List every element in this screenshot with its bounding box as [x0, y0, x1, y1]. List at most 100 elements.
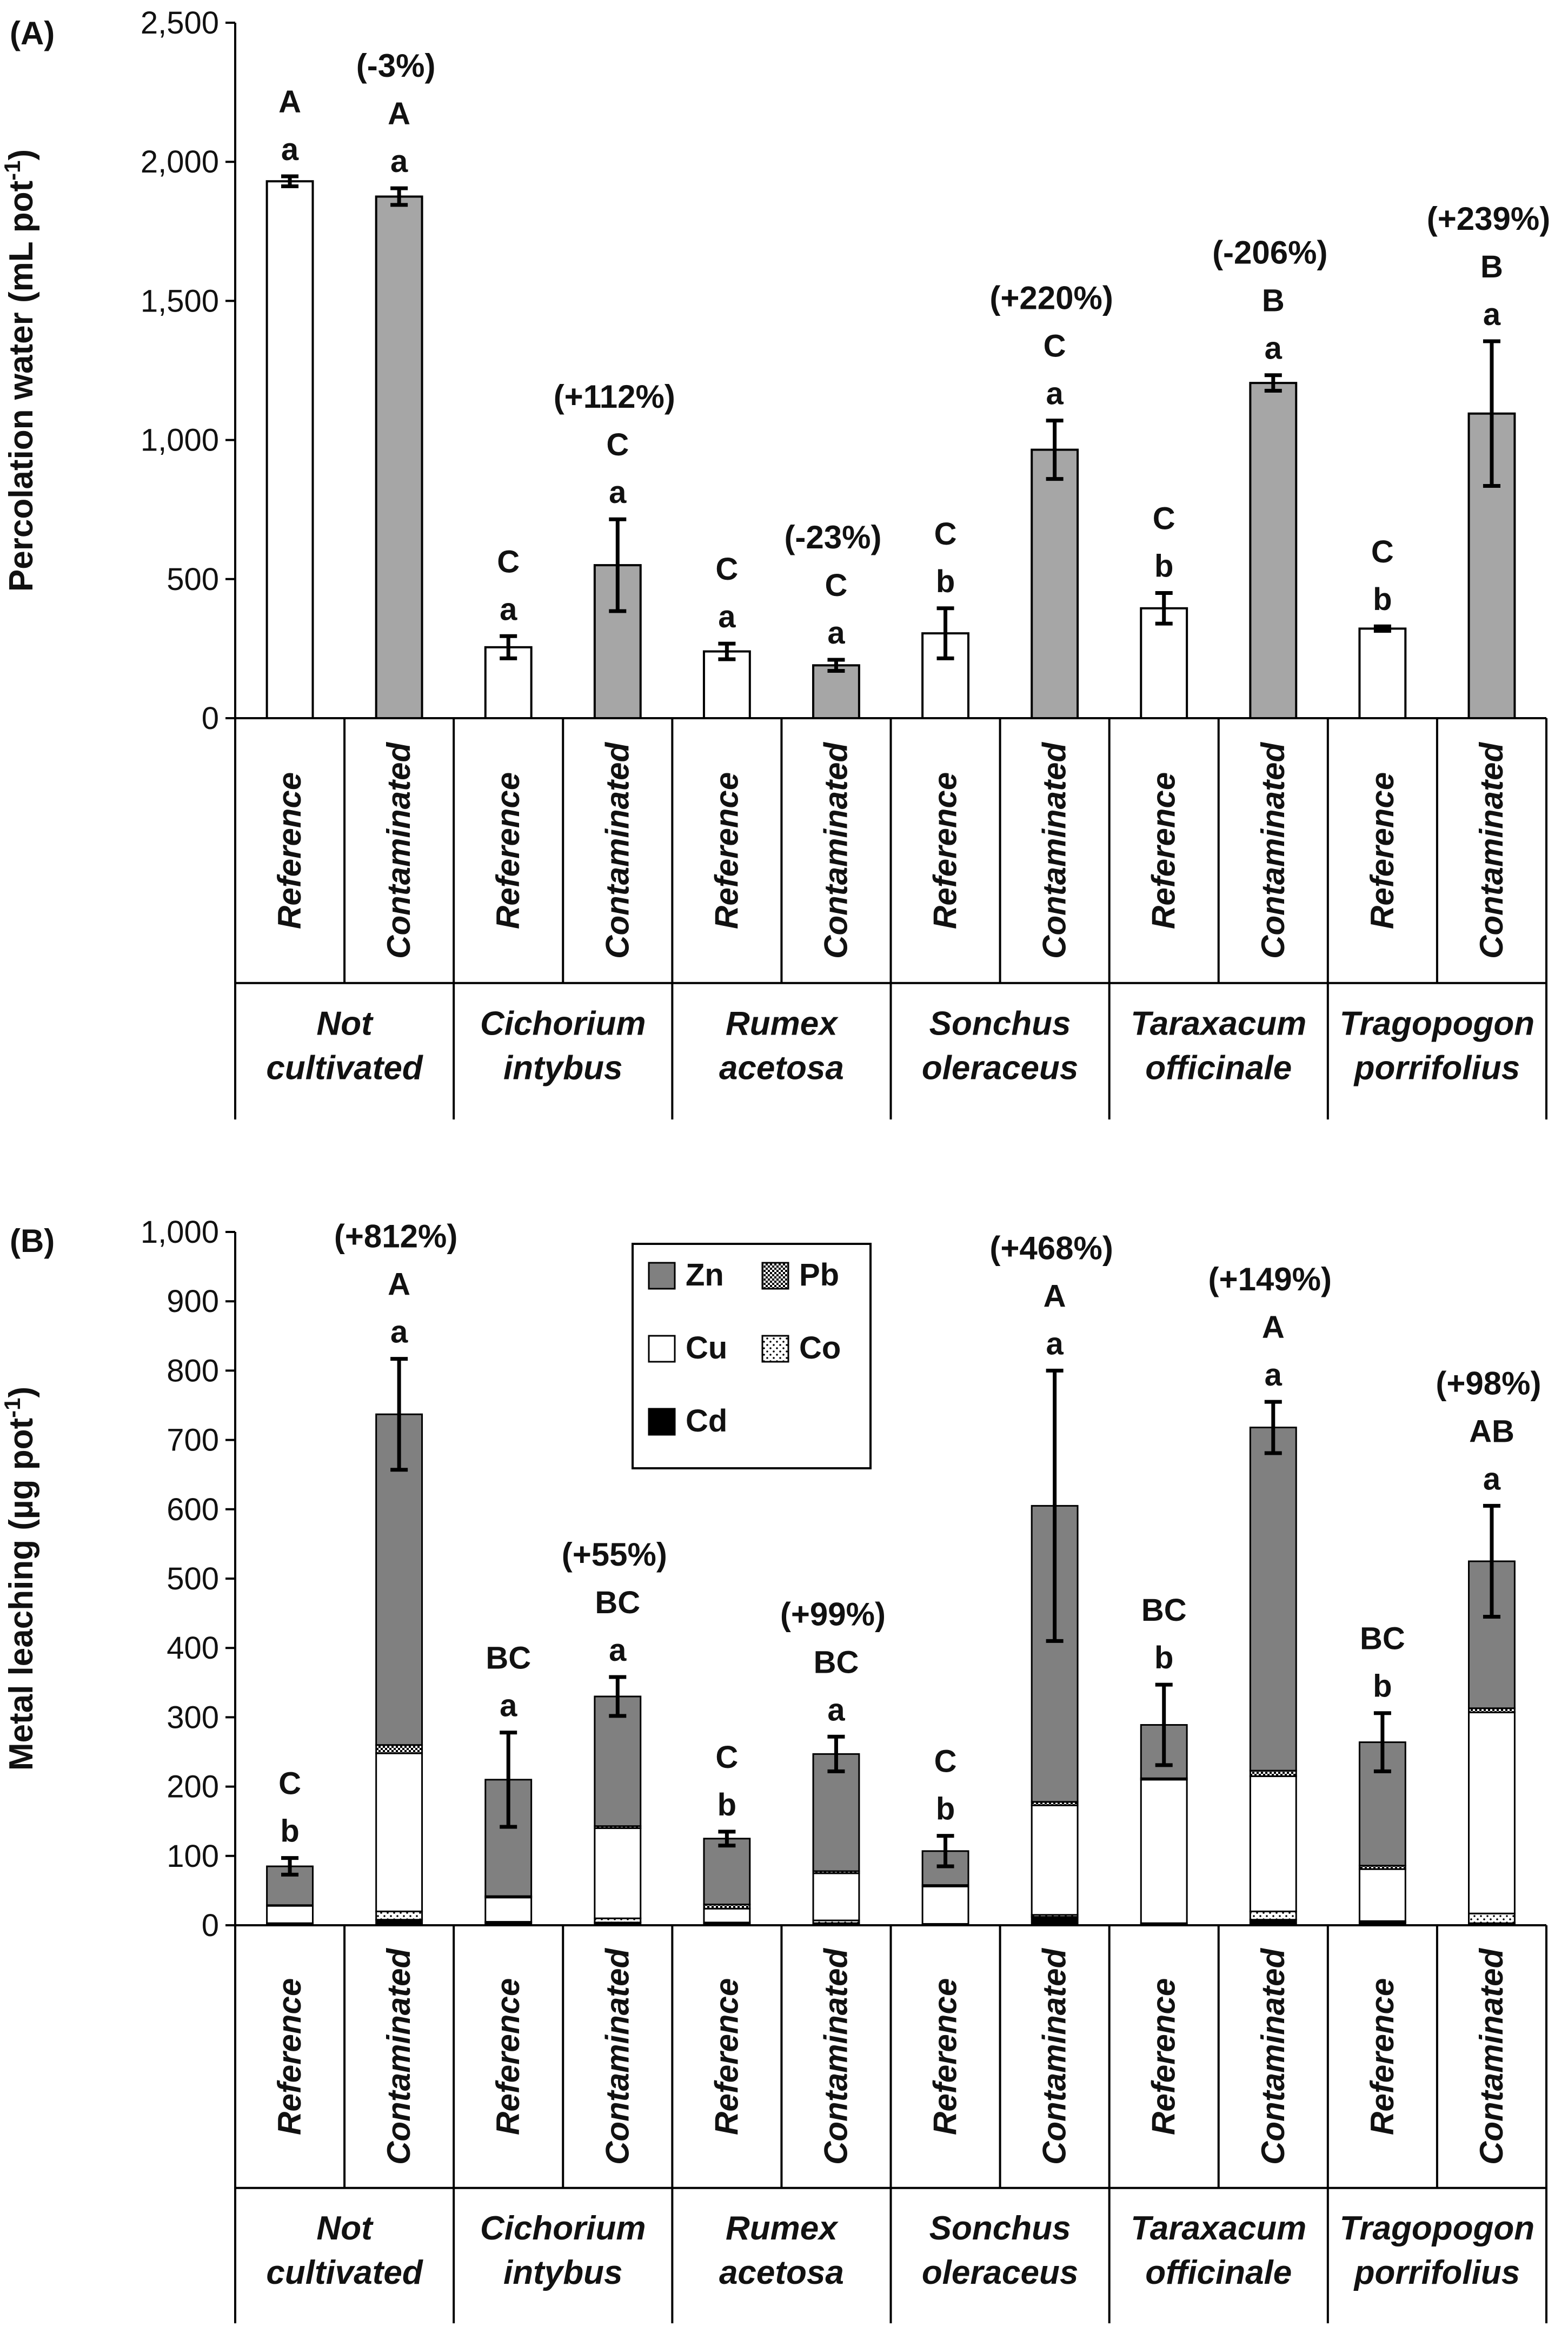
- significance-lower: a: [281, 132, 299, 167]
- percent-change: (+812%): [334, 1218, 457, 1255]
- treatment-label: Contaminated: [381, 1948, 417, 2165]
- bar: [1358, 627, 1407, 719]
- treatment-label: Contaminated: [818, 1948, 854, 2165]
- significance-upper: C: [715, 552, 738, 587]
- bar-segment: [1358, 1868, 1406, 1922]
- percent-change: (+220%): [989, 280, 1113, 316]
- bar-segment: [921, 1885, 969, 1925]
- group-label: porrifolius: [1353, 1050, 1520, 1087]
- panel-label: (B): [10, 1223, 55, 1259]
- group-label: Rumex: [726, 1005, 839, 1043]
- significance-lower: a: [1265, 331, 1283, 366]
- group-label: cultivated: [266, 2254, 423, 2291]
- group-label: acetosa: [719, 1050, 844, 1087]
- treatment-label: Reference: [490, 772, 526, 929]
- significance-lower: a: [1483, 1461, 1501, 1496]
- bar-segment: [703, 1838, 751, 1906]
- significance-upper: C: [825, 568, 848, 603]
- group-label: officinale: [1145, 1050, 1292, 1087]
- legend-label: Co: [799, 1330, 841, 1366]
- legend-swatch: [761, 1262, 789, 1290]
- significance-upper: C: [278, 1766, 301, 1801]
- treatment-label: Reference: [1146, 1978, 1182, 2135]
- percent-change: (+468%): [989, 1230, 1113, 1266]
- legend-label: Pb: [799, 1257, 839, 1293]
- group-label: Tragopogon: [1340, 1005, 1534, 1043]
- significance-upper: C: [715, 1740, 738, 1775]
- group-label: Cichorium: [480, 1005, 646, 1043]
- bar-segment: [594, 1695, 642, 1827]
- significance-lower: b: [1373, 582, 1392, 617]
- bar-segment: [375, 1910, 423, 1921]
- significance-upper: C: [1044, 329, 1066, 364]
- significance-upper: BC: [814, 1645, 859, 1680]
- significance-lower: a: [390, 1315, 408, 1350]
- significance-lower: a: [1265, 1357, 1283, 1393]
- group-label: oleraceus: [922, 1050, 1079, 1087]
- group-label: intybus: [503, 1050, 622, 1087]
- bar-segment: [1031, 1916, 1079, 1926]
- bar-segment: [812, 1753, 860, 1872]
- bar-segment: [375, 1752, 423, 1912]
- treatment-label: Reference: [1364, 1978, 1400, 2135]
- bar-segment: [1140, 1779, 1188, 1924]
- group-label: Taraxacum: [1131, 2210, 1306, 2247]
- panel-label: (A): [10, 15, 55, 51]
- bar-segment: [375, 1744, 423, 1754]
- significance-upper: C: [606, 427, 629, 462]
- treatment-label: Contaminated: [818, 742, 854, 959]
- significance-upper: A: [1044, 1278, 1066, 1314]
- treatment-label: Reference: [927, 1978, 964, 2135]
- treatment-label: Contaminated: [1037, 1948, 1073, 2165]
- treatment-label: Contaminated: [599, 742, 635, 959]
- significance-lower: b: [280, 1814, 299, 1849]
- significance-lower: b: [936, 1792, 955, 1827]
- treatment-label: Reference: [271, 1978, 308, 2135]
- significance-lower: a: [500, 592, 517, 627]
- significance-lower: a: [609, 1633, 627, 1668]
- y-axis-title: Percolation water (mL pot-1): [0, 149, 40, 592]
- legend-swatch: [648, 1262, 676, 1290]
- group-label: Not: [316, 2210, 374, 2247]
- group-label: Taraxacum: [1131, 1005, 1306, 1043]
- y-tick-label: 500: [167, 1561, 219, 1596]
- percent-change: (+55%): [562, 1536, 667, 1573]
- bar-segment: [1249, 1919, 1297, 1926]
- y-tick-label: 300: [167, 1700, 219, 1735]
- bar: [1140, 607, 1188, 720]
- significance-upper: A: [388, 96, 410, 131]
- legend-swatch: [648, 1408, 676, 1436]
- treatment-label: Reference: [708, 1978, 745, 2135]
- bar-segment: [1249, 1427, 1297, 1772]
- significance-lower: a: [718, 599, 736, 634]
- percent-change: (-3%): [356, 48, 436, 84]
- y-tick-label: 2,500: [141, 5, 219, 41]
- y-tick-label: 800: [167, 1353, 219, 1388]
- y-tick-label: 1,500: [141, 283, 219, 319]
- significance-lower: b: [1373, 1669, 1392, 1704]
- legend-label: Cd: [686, 1403, 727, 1439]
- bar-segment: [375, 1919, 423, 1926]
- significance-upper: A: [278, 84, 301, 120]
- significance-lower: a: [390, 144, 408, 179]
- significance-lower: a: [500, 1688, 517, 1724]
- treatment-label: Contaminated: [1473, 742, 1510, 959]
- treatment-label: Contaminated: [1473, 1948, 1510, 2165]
- bar-segment: [266, 1905, 314, 1924]
- bar: [375, 195, 423, 719]
- group-label: cultivated: [266, 1050, 423, 1087]
- treatment-label: Reference: [271, 772, 308, 929]
- legend-label: Cu: [686, 1330, 727, 1366]
- bar-segment: [1468, 1912, 1516, 1924]
- bar: [812, 664, 860, 720]
- bar: [1031, 448, 1079, 719]
- group-label: acetosa: [719, 2254, 844, 2291]
- significance-upper: B: [1480, 249, 1503, 284]
- legend-swatch: [761, 1335, 789, 1363]
- percent-change: (+239%): [1427, 201, 1550, 237]
- bar-segment: [1031, 1804, 1079, 1916]
- bar: [1249, 382, 1298, 719]
- group-label: officinale: [1145, 2254, 1292, 2291]
- percent-change: (-206%): [1212, 235, 1327, 271]
- percent-change: (+99%): [780, 1596, 886, 1632]
